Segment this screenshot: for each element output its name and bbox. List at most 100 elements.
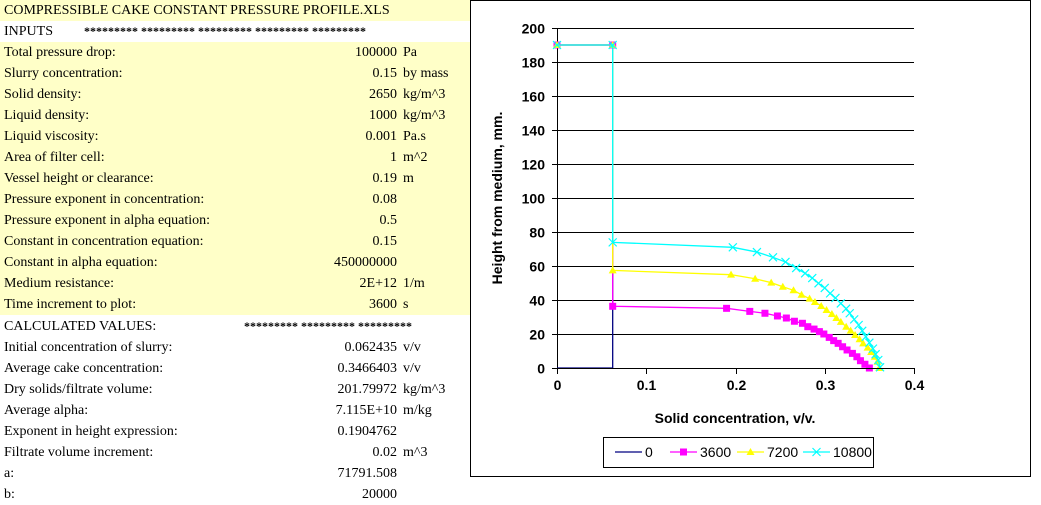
triangle-marker bbox=[836, 317, 845, 325]
row-value[interactable]: 0.1904762 bbox=[337, 424, 398, 439]
data-row: Slurry concentration: 0.15 by mass bbox=[0, 63, 470, 84]
y-tick-label: 180 bbox=[522, 55, 546, 71]
data-row: Average alpha: 7.115E+10 m/kg bbox=[0, 400, 470, 421]
inputs-header: INPUTS bbox=[4, 24, 54, 39]
x-marker bbox=[849, 314, 859, 324]
row-value[interactable]: 0.062435 bbox=[344, 340, 398, 355]
row-value[interactable]: 71791.508 bbox=[337, 466, 398, 481]
row-value[interactable]: 0.19 bbox=[372, 171, 398, 186]
row-label: Dry solids/filtrate volume: bbox=[4, 382, 153, 397]
x-marker bbox=[752, 247, 762, 257]
y-tick-label: 140 bbox=[522, 123, 546, 139]
data-row: Pressure exponent in concentration: 0.08 bbox=[0, 189, 470, 210]
row-value[interactable]: 2650 bbox=[369, 87, 397, 102]
square-marker bbox=[839, 343, 847, 351]
row-label: Time increment to plot: bbox=[4, 297, 137, 312]
y-tick-label: 60 bbox=[529, 259, 545, 275]
row-unit: m/kg bbox=[403, 403, 432, 418]
triangle-marker bbox=[608, 266, 617, 274]
triangle-marker bbox=[859, 339, 868, 347]
data-row: a: 71791.508 bbox=[0, 463, 470, 484]
row-value[interactable]: 1 bbox=[390, 150, 397, 165]
row-label: Liquid viscosity: bbox=[4, 129, 99, 144]
triangle-marker bbox=[810, 298, 819, 306]
x-tick-label: 0.3 bbox=[816, 377, 836, 393]
triangle-marker bbox=[797, 290, 806, 298]
row-value[interactable]: 0.5 bbox=[379, 213, 398, 228]
data-row: Constant in alpha equation: 450000000 bbox=[0, 252, 470, 273]
row-unit: Pa.s bbox=[403, 129, 426, 144]
row-value[interactable]: 1000 bbox=[369, 108, 397, 123]
row-label: Total pressure drop: bbox=[4, 45, 116, 60]
data-row: Dry solids/filtrate volume: 201.79972 kg/m… bbox=[0, 379, 470, 400]
legend-label: 10800 bbox=[833, 444, 872, 460]
y-tick-label: 40 bbox=[529, 293, 545, 309]
square-marker bbox=[856, 357, 864, 365]
x-marker bbox=[875, 362, 885, 372]
x-marker bbox=[857, 326, 867, 336]
series-10800 bbox=[552, 40, 885, 372]
row-value[interactable]: 3600 bbox=[369, 297, 397, 312]
legend-label: 0 bbox=[645, 444, 653, 460]
data-row: Filtrate volume increment: 0.02 m^3 bbox=[0, 442, 470, 463]
row-label: Average alpha: bbox=[4, 403, 89, 418]
row-unit: by mass bbox=[403, 66, 449, 81]
x-tick-label: 0 bbox=[554, 377, 562, 393]
triangle-marker bbox=[805, 294, 814, 302]
row-value[interactable]: 450000000 bbox=[334, 255, 397, 270]
triangle-marker bbox=[778, 282, 787, 290]
triangle-marker bbox=[822, 306, 831, 314]
x-marker bbox=[871, 349, 881, 359]
row-label: Pressure exponent in concentration: bbox=[4, 192, 205, 207]
row-value[interactable]: 0.08 bbox=[372, 192, 398, 207]
x-marker bbox=[868, 344, 878, 354]
square-marker bbox=[790, 317, 798, 325]
series-7200 bbox=[553, 41, 884, 371]
row-value[interactable]: 201.79972 bbox=[337, 382, 398, 397]
square-marker bbox=[825, 333, 833, 341]
triangle-marker bbox=[789, 286, 798, 294]
square-marker bbox=[723, 304, 731, 312]
row-label: Constant in alpha equation: bbox=[4, 255, 158, 270]
row-value[interactable]: 0.15 bbox=[372, 234, 398, 249]
data-row: Average cake concentration: 0.3466403 v/v bbox=[0, 358, 470, 379]
x-tick-label: 0.4 bbox=[905, 377, 925, 393]
row-value[interactable]: 0.02 bbox=[372, 445, 398, 460]
y-axis-title: Height from medium, mm. bbox=[489, 112, 505, 285]
square-marker bbox=[680, 448, 687, 456]
row-unit: Pa bbox=[403, 45, 417, 60]
square-marker bbox=[815, 328, 823, 336]
y-tick-label: 80 bbox=[529, 225, 545, 241]
row-value[interactable]: 2E+12 bbox=[359, 276, 397, 291]
triangle-marker bbox=[767, 278, 776, 286]
x-marker bbox=[781, 257, 790, 267]
chart-border bbox=[470, 0, 1031, 477]
x-marker bbox=[845, 308, 855, 318]
row-value[interactable]: 0.15 bbox=[372, 66, 398, 81]
y-tick-label: 100 bbox=[522, 191, 546, 207]
square-marker bbox=[830, 337, 838, 345]
y-tick-label: 160 bbox=[522, 89, 546, 105]
row-label: Liquid density: bbox=[4, 108, 90, 123]
data-row: Vessel height or clearance: 0.19 m bbox=[0, 168, 470, 189]
calc-header: CALCULATED VALUES: bbox=[4, 319, 157, 334]
triangle-marker bbox=[827, 309, 836, 317]
row-value[interactable]: 20000 bbox=[362, 487, 397, 502]
row-value[interactable]: 100000 bbox=[355, 45, 397, 60]
data-row: Time increment to plot: 3600 s bbox=[0, 294, 470, 315]
row-value[interactable]: 0.001 bbox=[365, 129, 398, 144]
x-tick-label: 0.2 bbox=[727, 377, 747, 393]
triangle-marker bbox=[727, 270, 736, 278]
row-unit: v/v bbox=[403, 361, 421, 376]
y-tick-label: 200 bbox=[522, 21, 546, 37]
x-tick-label: 0.1 bbox=[637, 377, 657, 393]
x-marker bbox=[608, 40, 618, 50]
row-value[interactable]: 0.3466403 bbox=[337, 361, 398, 376]
square-marker bbox=[861, 360, 869, 368]
row-value[interactable]: 7.115E+10 bbox=[335, 403, 397, 418]
x-marker bbox=[728, 242, 738, 252]
row-label: a: bbox=[4, 466, 15, 481]
y-tick-label: 120 bbox=[522, 157, 546, 173]
x-marker bbox=[873, 355, 883, 365]
